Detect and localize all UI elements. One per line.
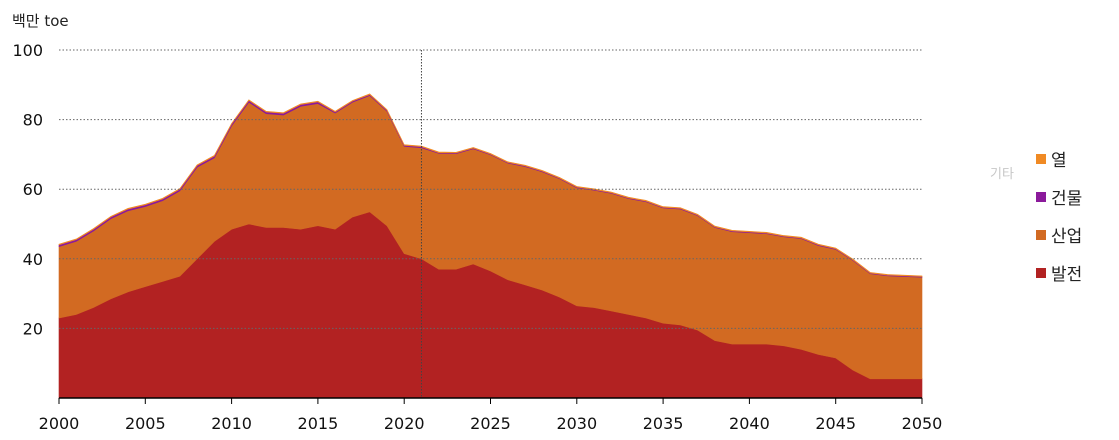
area-series-4 bbox=[58, 93, 923, 277]
y-tick-label-80: 80 bbox=[23, 111, 43, 130]
axes bbox=[58, 397, 923, 404]
x-tick-label-2035: 2035 bbox=[643, 414, 684, 433]
x-tick-label-2045: 2045 bbox=[815, 414, 856, 433]
legend-swatch-4 bbox=[1036, 267, 1046, 278]
x-tick-label-2050: 2050 bbox=[902, 414, 943, 433]
x-tick-labels: 2000 2005 2010 2015 2020 2025 2030 2035 2040 2045… bbox=[39, 414, 943, 433]
legend-item-1: 열 bbox=[1036, 148, 1082, 171]
legend-title: 기타 bbox=[990, 167, 1014, 182]
y-tick-label-60: 60 bbox=[23, 180, 43, 199]
legend-swatch-1 bbox=[1036, 153, 1046, 164]
legend-label-2: 건물 bbox=[1051, 189, 1083, 209]
x-tick-label-2020: 2020 bbox=[384, 414, 425, 433]
y-tick-label-20: 20 bbox=[23, 319, 43, 338]
legend-item-3: 산업 bbox=[1036, 224, 1083, 247]
x-tick-label-2015: 2015 bbox=[298, 414, 339, 433]
y-axis-unit-label: 백만 toe bbox=[12, 12, 69, 30]
x-tick-label-2025: 2025 bbox=[470, 414, 511, 433]
legend-swatch-2 bbox=[1036, 191, 1046, 202]
legend-label-4: 발전 bbox=[1051, 265, 1083, 285]
legend-swatch-3 bbox=[1036, 229, 1046, 240]
x-tick-label-2040: 2040 bbox=[729, 414, 770, 433]
y-tick-label-100: 100 bbox=[12, 41, 43, 60]
x-tick-label-2005: 2005 bbox=[125, 414, 166, 433]
legend-item-2: 건물 bbox=[1036, 186, 1083, 209]
legend-item-4: 발전 bbox=[1036, 262, 1083, 285]
x-tick-label-2010: 2010 bbox=[211, 414, 252, 433]
area-series-group bbox=[58, 93, 923, 399]
y-tick-labels: 20 40 60 80 100 bbox=[12, 41, 43, 338]
gridlines bbox=[59, 49, 922, 329]
legend-label-1: 열 bbox=[1051, 151, 1067, 171]
y-tick-label-40: 40 bbox=[23, 250, 43, 269]
x-tick-label-2030: 2030 bbox=[556, 414, 597, 433]
x-tick-label-2000: 2000 bbox=[39, 414, 80, 433]
legend-label-3: 산업 bbox=[1051, 227, 1083, 247]
